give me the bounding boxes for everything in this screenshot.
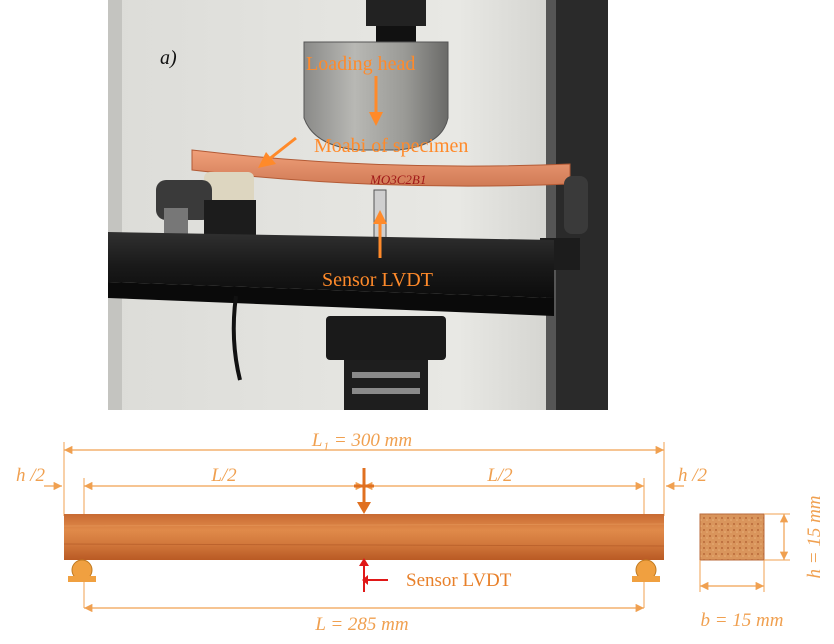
specimen-arrow-line <box>267 136 297 162</box>
loading-head-arrow-head <box>369 112 383 126</box>
sensor-pointer-head <box>362 575 368 585</box>
loading-head-label: Loading head <box>306 53 415 75</box>
support-right-base <box>632 576 660 582</box>
cross-section-height-label: h = 15 mm <box>804 495 825 578</box>
support-beam-underside <box>108 282 554 316</box>
beam-grain-1 <box>63 523 665 527</box>
lvdt-label: Sensor LVDT <box>322 269 433 291</box>
half-span-left-label: L/2 <box>210 465 237 486</box>
beam-schematic-svg: L₁ = 300 mm L/2 L/2 h /2 h /2 Sensor LVD… <box>16 430 825 635</box>
machine-column-edge <box>546 0 556 410</box>
sensor-cable <box>231 295 242 381</box>
test-setup-photo: MO3C2B1 a) Loading head Moabi of specime… <box>108 0 608 410</box>
beam-specimen <box>64 514 664 560</box>
sensor-label: Sensor LVDT <box>406 570 512 591</box>
cross-section <box>699 513 765 561</box>
span-label: L = 285 mm <box>314 614 408 635</box>
specimen-arrow-head <box>258 152 276 168</box>
overhang-left-label: h /2 <box>16 465 46 486</box>
crosshead-nut <box>366 0 426 26</box>
beam-grain-2 <box>63 543 665 547</box>
load-cell-ring-2 <box>352 388 420 394</box>
specimen-marking: MO3C2B1 <box>369 172 426 187</box>
support-left-base <box>68 576 96 582</box>
test-setup-photo-svg: MO3C2B1 a) Loading head Moabi of specime… <box>108 0 608 410</box>
specimen-label: Moabi of specimen <box>314 135 468 157</box>
crosshead-rod <box>376 26 416 42</box>
cross-section-width-label: b = 15 mm <box>700 610 783 631</box>
load-cell-base <box>344 360 428 410</box>
overhang-right-label: h /2 <box>678 465 708 486</box>
sensor-arrow-head <box>359 558 369 566</box>
load-arrow-head <box>357 502 371 514</box>
load-cell-housing <box>326 316 446 360</box>
machine-column-left <box>108 0 122 410</box>
half-span-right-label: L/2 <box>486 465 513 486</box>
load-cell-ring <box>352 372 420 378</box>
panel-label: a) <box>160 47 177 69</box>
right-support-roller <box>564 176 588 234</box>
total-length-label: L₁ = 300 mm <box>311 430 412 451</box>
beam-schematic: L₁ = 300 mm L/2 L/2 h /2 h /2 Sensor LVD… <box>0 420 834 639</box>
lvdt-arrow-head <box>373 210 387 224</box>
support-beam <box>108 232 554 298</box>
